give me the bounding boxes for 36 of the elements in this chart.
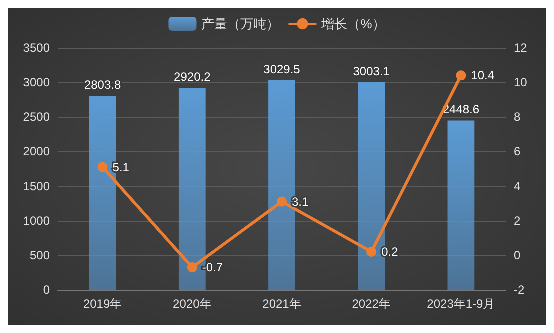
y-tick-label: 2500 [23,110,50,124]
y-tick-label: 500 [30,248,50,262]
y2-tick-label: 4 [514,179,521,194]
data-label: 2920.2 [174,70,212,84]
x-tick-label: 2022年 [352,297,391,311]
data-label: 0.2 [382,244,399,259]
data-label: -0.7 [202,260,224,275]
y-tick-label: 1000 [23,214,50,228]
y-tick-label: 3500 [23,41,50,55]
x-tick-label: 2020年 [173,297,212,311]
y-tick-label: 0 [43,283,50,297]
legend-label: 产量（万吨） [202,16,280,32]
data-label: 10.4 [471,68,495,83]
y2-tick-label: -2 [514,283,525,297]
legend-label: 增长（%） [320,16,386,32]
point [366,246,377,257]
y2-tick-label: 6 [514,144,521,159]
x-tick-label: 2019年 [83,297,122,311]
y2-tick-label: 0 [514,248,521,262]
point [187,262,198,273]
point [98,162,108,172]
y-tick-label: 2000 [23,144,50,159]
y2-tick-label: 12 [514,41,528,55]
y2-tick-label: 2 [514,214,521,228]
bar [448,120,475,290]
x-tick-label: 2021年 [262,297,302,311]
data-label: 3003.1 [353,64,390,78]
point [456,70,466,81]
data-label: 2803.8 [84,78,122,92]
y-tick-label: 3000 [23,76,50,90]
y2-tick-label: 10 [514,76,528,90]
y-tick-label: 1500 [23,179,50,194]
x-tick-label: 2023年1-9月 [427,297,496,311]
data-label: 3029.5 [264,62,301,77]
y2-tick-label: 8 [514,110,521,124]
point [277,196,287,207]
